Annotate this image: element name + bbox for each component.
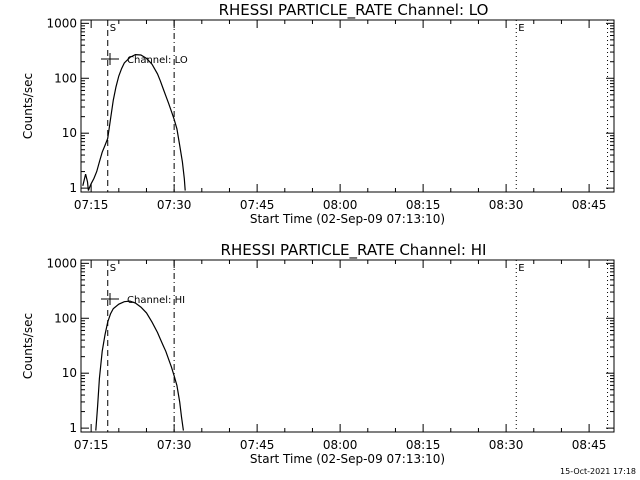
legend-entry: Channel: LO (127, 55, 188, 66)
x-tick-label: 07:45 (240, 198, 275, 212)
series-line (95, 300, 184, 431)
x-tick-label: 07:30 (157, 198, 192, 212)
legend-entry: Channel: HI (127, 295, 185, 306)
y-tick-label: 10 (62, 126, 77, 140)
series-line (82, 53, 186, 191)
x-tick-label: 08:15 (406, 198, 441, 212)
plot-frame (80, 19, 615, 193)
x-tick-label: 08:30 (489, 198, 524, 212)
plot-frame (80, 259, 615, 433)
event-marker-label: E (518, 23, 524, 34)
y-tick-label: 1000 (46, 16, 77, 30)
event-marker-label: E (518, 263, 524, 274)
event-marker-label: S (110, 263, 116, 274)
y-axis-label: Counts/sec (21, 73, 35, 139)
chart-title: RHESSI PARTICLE_RATE Channel: LO (219, 1, 489, 20)
x-tick-label: 07:15 (74, 198, 109, 212)
x-tick-label: 08:45 (572, 438, 607, 452)
x-tick-label: 07:15 (74, 438, 109, 452)
chart-title: RHESSI PARTICLE_RATE Channel: HI (221, 241, 487, 260)
event-marker-label: S (110, 23, 116, 34)
x-tick-label: 07:45 (240, 438, 275, 452)
y-tick-label: 100 (54, 311, 77, 325)
x-tick-label: 08:15 (406, 438, 441, 452)
y-axis-label: Counts/sec (21, 313, 35, 379)
y-tick-label: 1 (69, 421, 77, 435)
x-tick-label: 08:30 (489, 438, 524, 452)
panel-channel-lo: RHESSI PARTICLE_RATE Channel: LO Start T… (21, 1, 615, 226)
y-tick-label: 1000 (46, 256, 77, 270)
x-tick-label: 08:00 (323, 198, 358, 212)
y-tick-label: 10 (62, 366, 77, 380)
generation-timestamp: 15-Oct-2021 17:18 (560, 467, 636, 476)
panel-channel-hi: RHESSI PARTICLE_RATE Channel: HI Start T… (21, 241, 615, 466)
y-tick-label: 100 (54, 71, 77, 85)
x-tick-label: 07:30 (157, 438, 192, 452)
y-tick-label: 1 (69, 181, 77, 195)
x-tick-label: 08:45 (572, 198, 607, 212)
x-axis-label: Start Time (02-Sep-09 07:13:10) (250, 212, 445, 226)
x-tick-label: 08:00 (323, 438, 358, 452)
x-axis-label: Start Time (02-Sep-09 07:13:10) (250, 452, 445, 466)
